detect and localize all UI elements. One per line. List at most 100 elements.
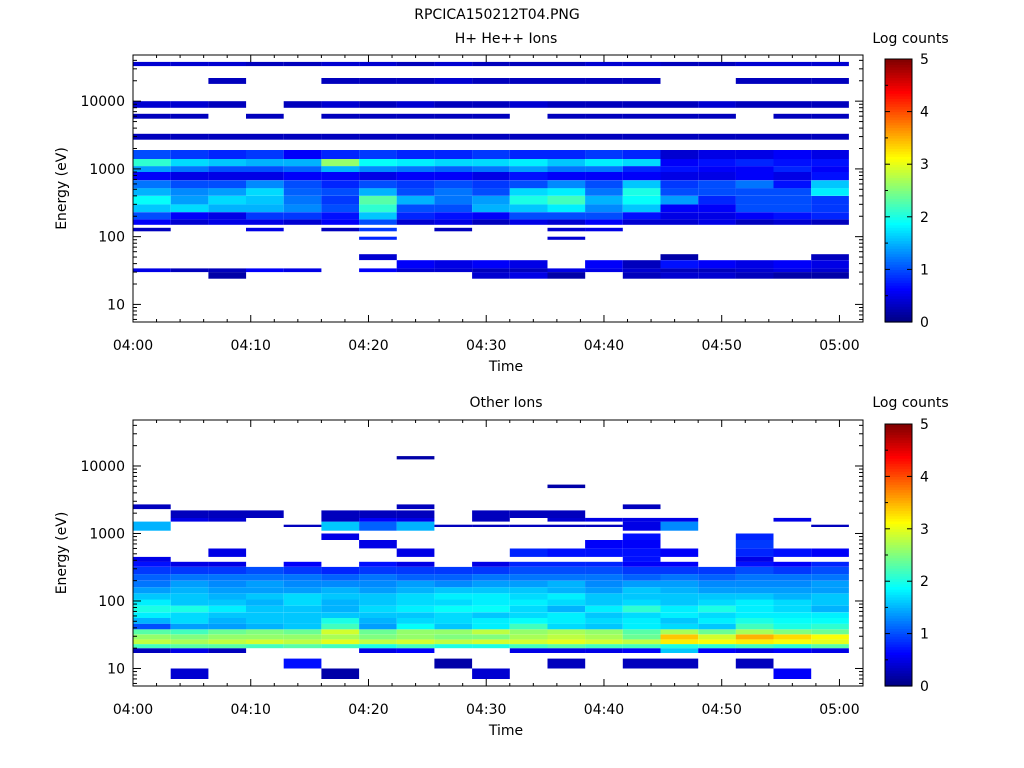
heatmap-cell: [208, 150, 247, 159]
heatmap-cell: [698, 644, 736, 649]
heatmap-cell: [811, 612, 849, 618]
heatmap-cell: [698, 159, 736, 167]
heatmap-cell: [585, 629, 623, 635]
x-axis-label: Time: [488, 723, 523, 739]
heatmap-cell: [660, 159, 699, 167]
heatmap-cell: [547, 204, 586, 213]
heatmap-cell: [735, 587, 774, 594]
heatmap-cell: [811, 188, 849, 196]
colorbar-segment: [885, 465, 912, 470]
colorbar-segment: [885, 114, 912, 118]
colorbar-segment: [885, 620, 912, 624]
heatmap-cell: [208, 566, 247, 575]
heatmap-cell: [622, 593, 661, 600]
heatmap-cell: [434, 133, 473, 140]
heatmap-cell: [396, 504, 435, 510]
heatmap-cell: [434, 524, 473, 527]
heatmap-cell: [585, 188, 623, 196]
heatmap-cell: [509, 561, 548, 567]
colorbar-segment: [885, 596, 912, 601]
heatmap-cell: [208, 648, 247, 653]
heatmap-cell: [321, 639, 360, 645]
heatmap-cell: [133, 580, 171, 588]
colorbar-segment: [885, 497, 912, 501]
colorbar-segment: [885, 95, 912, 100]
heatmap-cell: [208, 548, 247, 557]
heatmap-cell: [283, 629, 322, 635]
heatmap-cell: [622, 634, 661, 640]
colorbar-segment: [885, 145, 912, 150]
y-tick-label: 10: [107, 661, 125, 677]
heatmap-cell: [359, 605, 397, 613]
heatmap-cell: [547, 166, 586, 172]
heatmap-cell: [773, 113, 812, 119]
heatmap-cell: [660, 172, 699, 181]
heatmap-cell: [434, 78, 473, 84]
heatmap-cell: [660, 521, 699, 531]
heatmap-cell: [698, 113, 736, 119]
heatmap-cell: [622, 533, 661, 540]
heatmap-cell: [622, 212, 661, 220]
heatmap-cell: [246, 629, 284, 635]
heatmap-cell: [622, 61, 661, 67]
heatmap-cell: [773, 574, 812, 581]
colorbar-segment: [885, 227, 912, 231]
heatmap-cell: [246, 113, 284, 119]
heatmap-cell: [622, 172, 661, 181]
heatmap-cell: [585, 204, 623, 213]
heatmap-cell: [133, 574, 171, 581]
heatmap-cell: [735, 212, 774, 220]
heatmap-cell: [735, 658, 774, 669]
heatmap-cell: [246, 219, 284, 225]
heatmap-cell: [735, 272, 774, 279]
colorbar-segment: [885, 623, 912, 627]
heatmap-cell: [660, 612, 699, 618]
heatmap-cell: [773, 623, 812, 630]
heatmap-cell: [434, 113, 473, 119]
heatmap-cell: [509, 548, 548, 557]
heatmap-cell: [321, 204, 360, 213]
heatmap-cell: [396, 150, 435, 159]
heatmap-cell: [811, 644, 849, 649]
heatmap-cell: [208, 219, 247, 225]
heatmap-cell: [811, 150, 849, 159]
heatmap-cell: [585, 580, 623, 588]
heatmap-cell: [170, 639, 209, 645]
heatmap-cell: [622, 260, 661, 269]
heatmap-cell: [321, 533, 360, 540]
heatmap-cell: [283, 599, 322, 606]
heatmap-cell: [811, 623, 849, 630]
heatmap-cell: [434, 260, 473, 269]
heatmap-cell: [811, 634, 849, 640]
heatmap-cell: [660, 605, 699, 613]
colorbar-segment: [885, 562, 912, 567]
heatmap-cell: [396, 195, 435, 205]
heatmap-cell: [246, 212, 284, 220]
heatmap-cell: [246, 159, 284, 167]
heatmap-cell: [811, 618, 849, 624]
heatmap-cell: [359, 166, 397, 172]
heatmap-cell: [811, 78, 849, 84]
heatmap-cell: [208, 644, 247, 649]
heatmap-cell: [396, 166, 435, 172]
heatmap-cell: [321, 593, 360, 600]
heatmap-cell: [396, 260, 435, 269]
heatmap-cell: [735, 188, 774, 196]
colorbar-segment: [885, 158, 912, 163]
heatmap-cell: [622, 540, 661, 549]
x-tick-label: 04:50: [702, 338, 742, 354]
heatmap-cell: [321, 566, 360, 575]
colorbar-segment: [885, 429, 912, 433]
heatmap-cell: [472, 159, 510, 167]
colorbar-segment: [885, 471, 912, 475]
colorbar-segment: [885, 502, 912, 506]
heatmap-cell: [509, 219, 548, 225]
heatmap-cell: [133, 133, 171, 140]
heatmap-cell: [359, 599, 397, 606]
panel-1: 04:00 04:10 04:20 04:30 04:40 04:50 05:0010100…: [54, 31, 949, 375]
heatmap-cell: [170, 648, 209, 653]
heatmap-cell: [585, 618, 623, 624]
heatmap-cell: [359, 195, 397, 205]
heatmap-cell: [434, 618, 473, 624]
heatmap-cell: [698, 587, 736, 594]
